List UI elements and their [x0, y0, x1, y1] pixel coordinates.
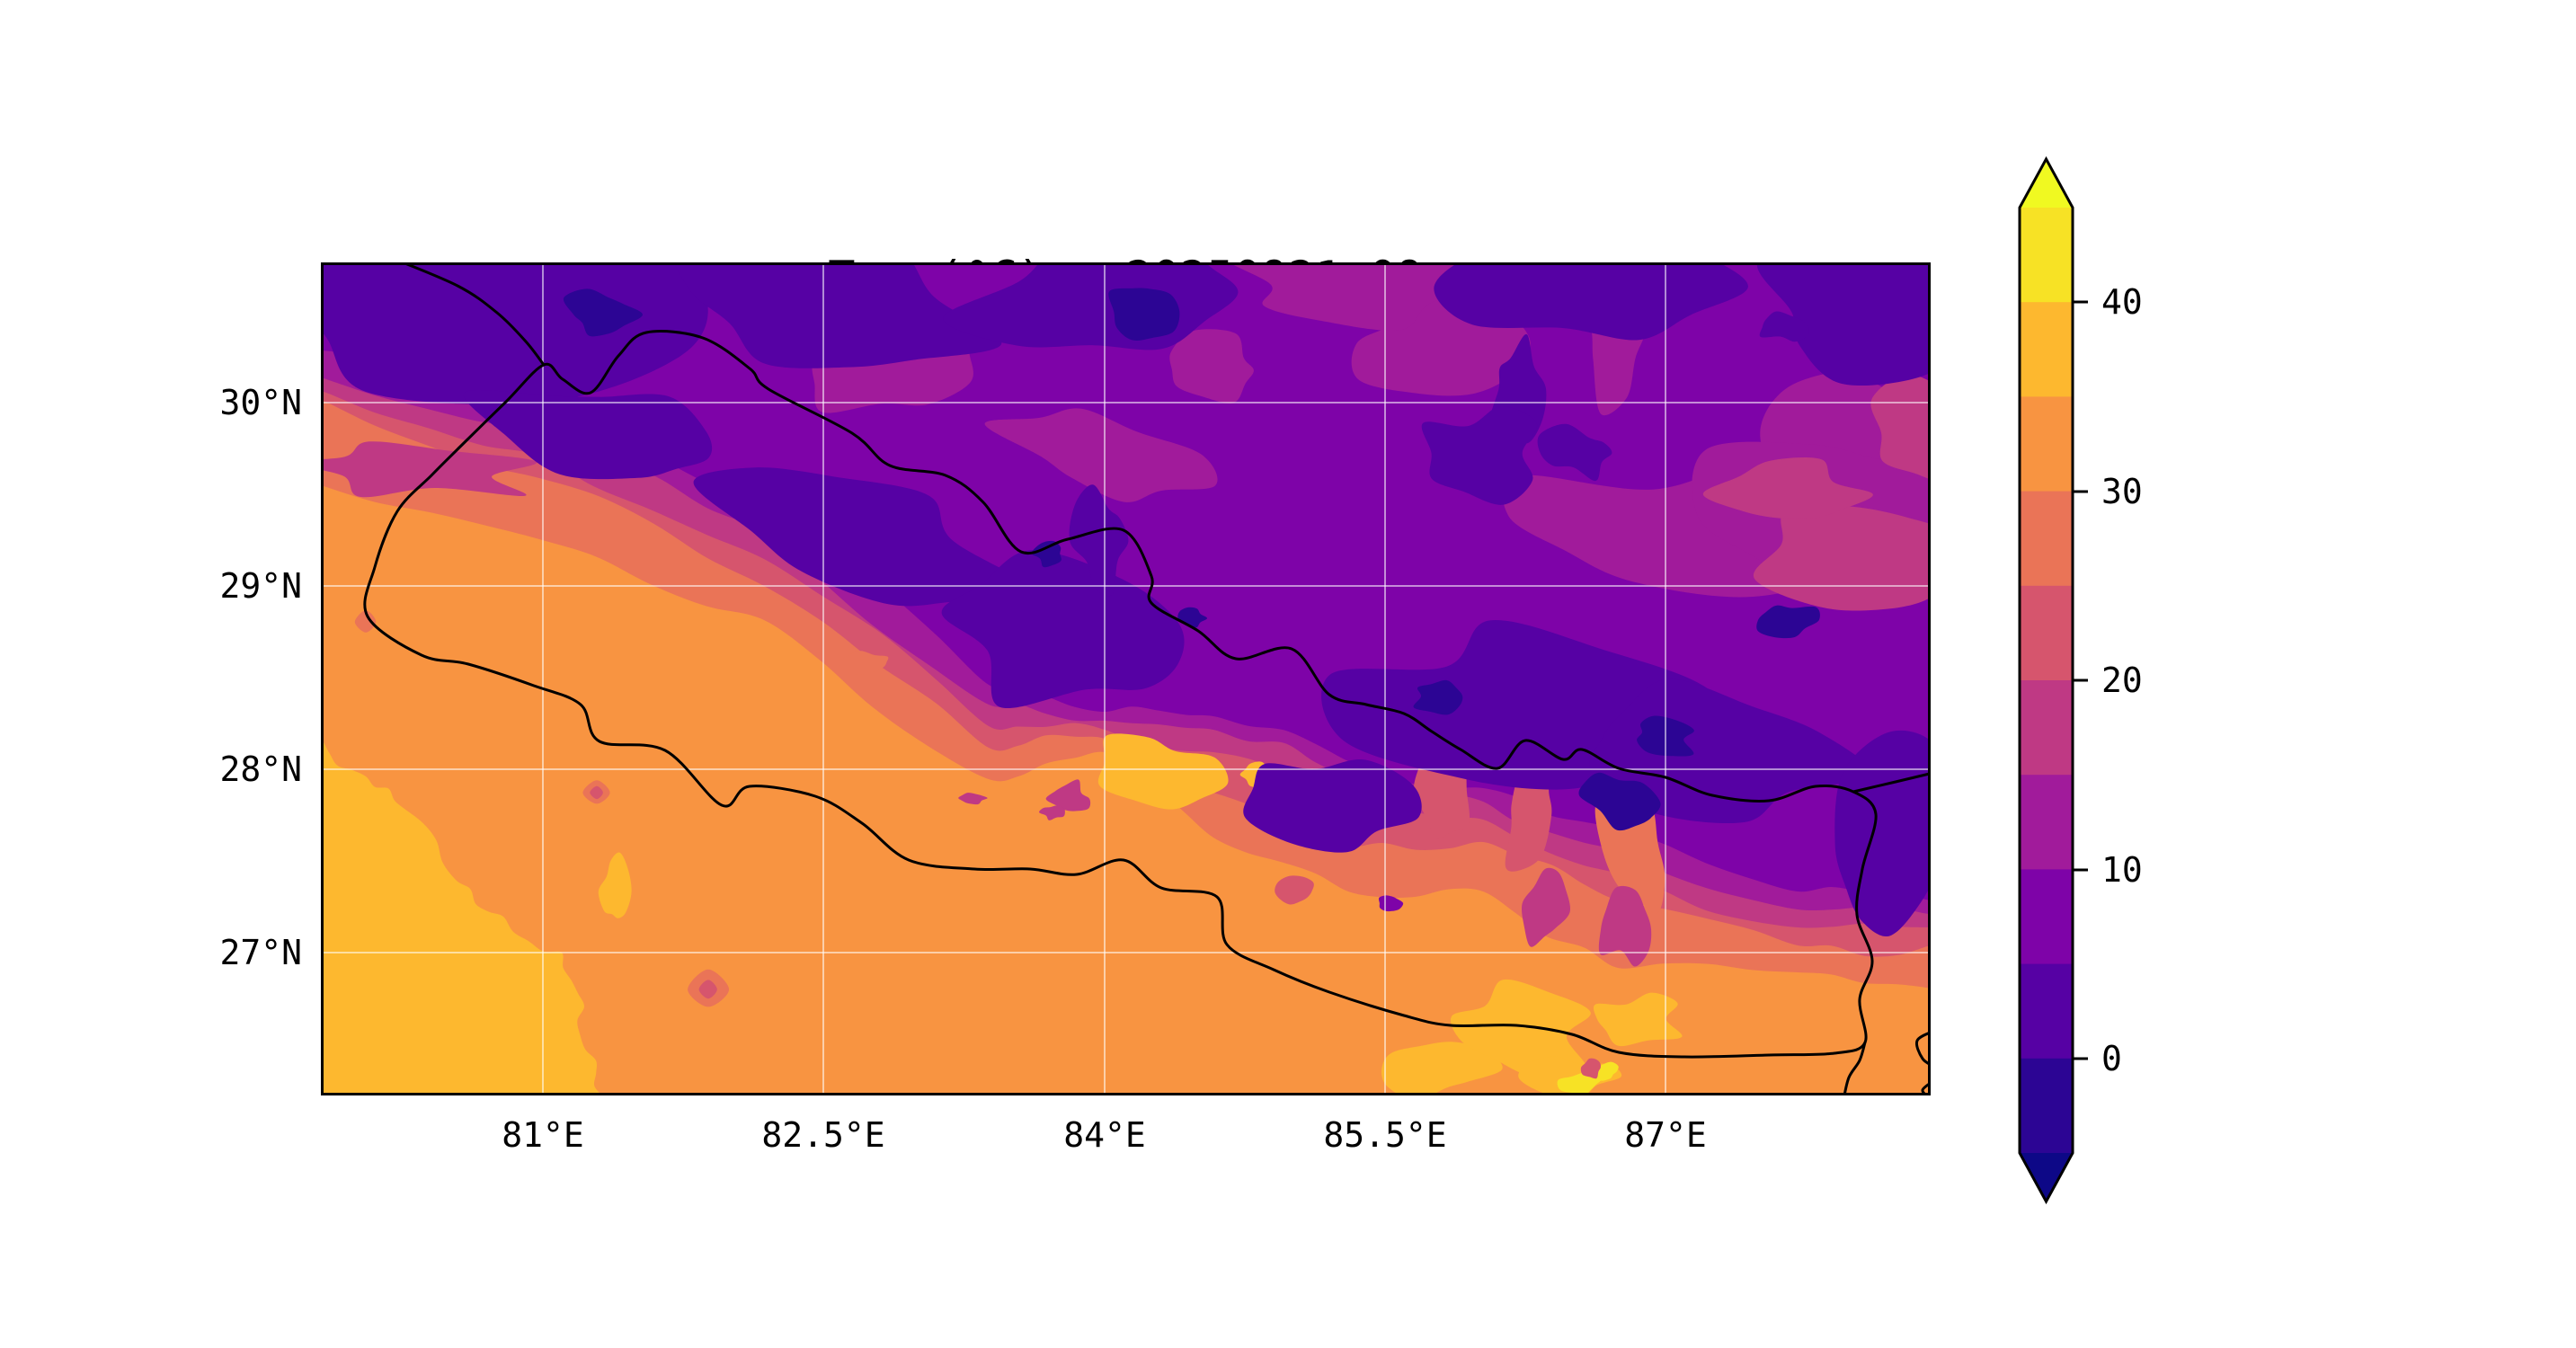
- contour-blob: [1381, 1042, 1503, 1095]
- contour-blob: [1229, 262, 1500, 331]
- contour-blob: [1702, 457, 1873, 519]
- cold-contour-blob: [463, 389, 713, 480]
- cold-contour-blob: [1756, 605, 1820, 639]
- colorbar-band: [2020, 775, 2073, 870]
- cold-contour-blob: [1759, 311, 1809, 342]
- contour-blob: [1097, 733, 1229, 810]
- colorbar-tick-label: 40: [2101, 282, 2143, 322]
- cold-contour-blob: [1756, 262, 1931, 386]
- colorbar-band: [2020, 869, 2073, 965]
- x-tick-label: 81°E: [502, 1115, 584, 1155]
- contour-blob: [839, 651, 889, 676]
- colorbar-band: [2020, 396, 2073, 492]
- y-tick-label: 28°N: [219, 749, 302, 789]
- cold-contour-blob: [1537, 423, 1612, 482]
- cold-contour-blob: [1578, 772, 1661, 831]
- x-tick-label: 82.5°E: [761, 1115, 885, 1155]
- contour-blob: [598, 852, 632, 918]
- cold-contour-blob: [1413, 679, 1463, 715]
- contour-field: [321, 262, 1931, 1095]
- colorbar-outline: [2018, 155, 2074, 1205]
- cold-contour-blob: [941, 550, 1185, 709]
- cold-contour-blob: [1069, 484, 1129, 597]
- colorbar-under-arrow: [2020, 1153, 2073, 1202]
- southwest-warm-region: [321, 740, 601, 1095]
- axes-frame: [321, 262, 1931, 1095]
- contour-blob: [1521, 867, 1571, 947]
- cold-contour-blob: [321, 262, 708, 404]
- colorbar-band: [2020, 208, 2073, 303]
- colorbar-band: [2020, 585, 2073, 681]
- colorbar-tick-label: 20: [2101, 661, 2143, 700]
- x-tick-label: 84°E: [1063, 1115, 1146, 1155]
- colorbar-band: [2020, 491, 2073, 587]
- contour-map-svg: [321, 262, 1931, 1095]
- colorbar-over-arrow: [2020, 159, 2073, 208]
- cold-contour-blob: [673, 262, 1002, 368]
- contour-blob: [1870, 374, 1931, 480]
- contour-blob: [321, 441, 537, 498]
- colorbar-band: [2020, 1058, 2073, 1154]
- colorbar-band: [2020, 963, 2073, 1060]
- colorbar-svg: [2018, 155, 2088, 1205]
- contour-spot: [698, 980, 717, 999]
- cold-contour-blob: [1243, 758, 1422, 853]
- y-tick-label: 27°N: [219, 933, 302, 972]
- nepal-border-outline: [363, 330, 1878, 1059]
- cold-contour-blob: [1421, 405, 1538, 505]
- x-tick-label: 87°E: [1624, 1115, 1707, 1155]
- contour-blob: [1592, 1061, 1619, 1081]
- colorbar-band: [2020, 680, 2073, 776]
- cold-contour-blob: [1031, 540, 1061, 568]
- colorbar-tick-label: 30: [2101, 472, 2143, 511]
- contour-blob: [1275, 875, 1314, 905]
- cold-contour-blob: [1589, 678, 1872, 824]
- contour-spot: [354, 610, 377, 633]
- y-tick-label: 29°N: [219, 566, 302, 606]
- contour-blob: [1169, 329, 1254, 404]
- contour-blob: [1039, 805, 1065, 820]
- border-segment: [1843, 1041, 1867, 1095]
- colorbar-band: [2020, 302, 2073, 397]
- colorbar-tick-label: 0: [2101, 1039, 2122, 1078]
- contour-blob: [1593, 992, 1683, 1047]
- cold-contour-blob: [693, 467, 1049, 607]
- cold-contour-blob: [1108, 288, 1180, 341]
- x-tick-label: 85.5°E: [1323, 1115, 1447, 1155]
- cold-contour-blob: [563, 288, 644, 337]
- cold-contour-blob: [1434, 262, 1748, 341]
- contour-blob: [984, 408, 1218, 502]
- contour-blob: [1450, 979, 1591, 1079]
- y-tick-label: 30°N: [219, 383, 302, 422]
- border-segment: [398, 262, 546, 367]
- contour-spot: [1580, 1058, 1601, 1079]
- contour-blob: [1557, 1072, 1603, 1095]
- contour-blob: [1753, 505, 1931, 611]
- contour-blob: [958, 793, 988, 805]
- contour-blob: [1598, 885, 1652, 967]
- contour-spot: [590, 785, 603, 800]
- colorbar-tick-label: 10: [2101, 850, 2143, 890]
- contour-blob: [1045, 779, 1091, 811]
